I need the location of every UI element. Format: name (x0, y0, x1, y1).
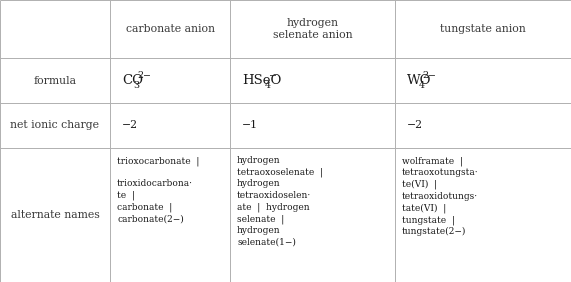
Text: net ionic charge: net ionic charge (10, 120, 99, 131)
Text: wolframate  |
tetraoxotungsta·
te(VI)  |
tetraoxidotungs·
tate(VI)  |
tungstate : wolframate | tetraoxotungsta· te(VI) | t… (402, 156, 478, 236)
Text: 4: 4 (265, 80, 271, 89)
Text: formula: formula (34, 76, 77, 85)
Text: alternate names: alternate names (11, 210, 99, 220)
Text: tungstate anion: tungstate anion (440, 24, 526, 34)
Text: 3: 3 (134, 80, 140, 89)
Text: −2: −2 (407, 120, 423, 131)
Text: WO: WO (407, 74, 432, 87)
Text: −: − (269, 70, 277, 80)
Text: CO: CO (122, 74, 143, 87)
Text: carbonate anion: carbonate anion (126, 24, 215, 34)
Text: 2−: 2− (423, 70, 436, 80)
Text: HSeO: HSeO (242, 74, 282, 87)
Text: hydrogen
selenate anion: hydrogen selenate anion (273, 18, 352, 40)
Text: trioxocarbonate  |

trioxidocarbona·
te  |
carbonate  |
carbonate(2−): trioxocarbonate | trioxidocarbona· te | … (117, 156, 199, 224)
Text: 4: 4 (419, 80, 425, 89)
Text: hydrogen
tetraoxoselenate  |
hydrogen
tetraoxidoselen·
ate  |  hydrogen
selenate: hydrogen tetraoxoselenate | hydrogen tet… (237, 156, 323, 247)
Text: −1: −1 (242, 120, 258, 131)
Text: 2−: 2− (138, 70, 151, 80)
Text: −2: −2 (122, 120, 138, 131)
